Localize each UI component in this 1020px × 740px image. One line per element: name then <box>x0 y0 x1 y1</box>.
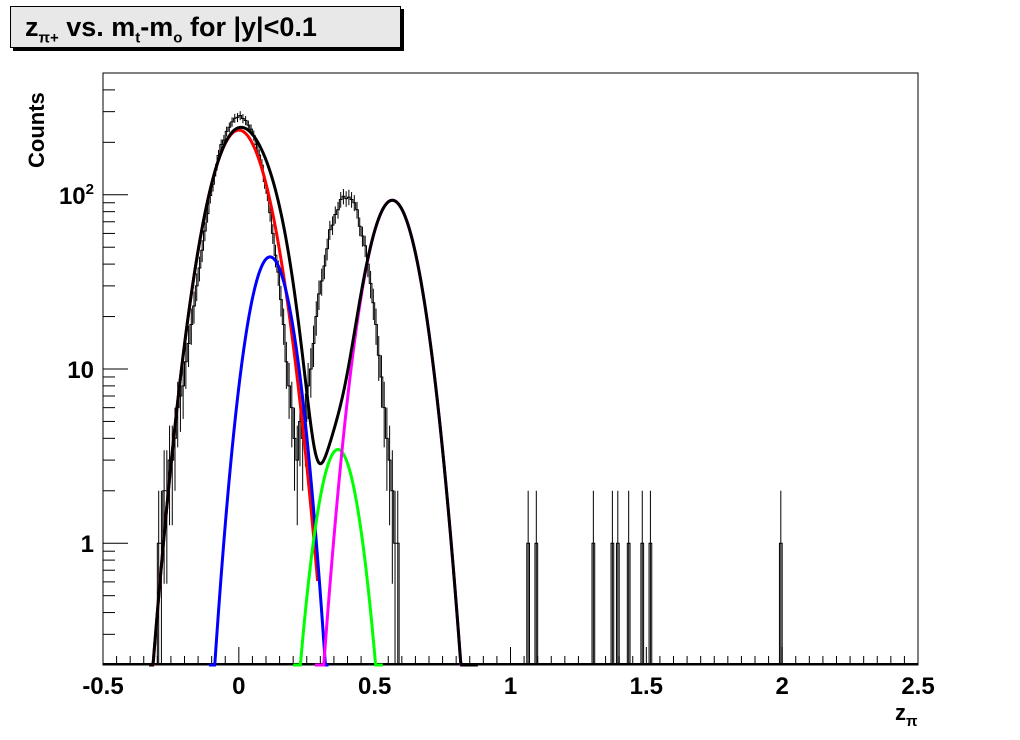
title-z-subscript: π+ <box>38 29 59 47</box>
x-tick-label: 2 <box>775 673 788 700</box>
tick-labels: -0.5 0 0.5 1 1.5 2 2.5 1 10 102 <box>59 181 935 700</box>
y-tick-label: 10 <box>67 357 94 384</box>
histogram-outline <box>156 115 400 665</box>
x-axis-title: zπ <box>895 700 918 730</box>
title-box: zπ+ vs. mt-mo for |y|<0.1 <box>10 6 401 48</box>
fit-component-curve <box>208 255 329 667</box>
fit-component-curve <box>293 448 383 667</box>
title-mt-subscript: t <box>135 29 141 47</box>
plot-frame <box>102 72 919 666</box>
x-axis-ticks <box>102 647 919 665</box>
x-tick-label: -0.5 <box>82 673 123 700</box>
x-tick-label: 0 <box>232 673 245 700</box>
fit-component-curve <box>149 128 320 667</box>
y-tick-label: 102 <box>59 181 94 210</box>
y-axis-title: Counts <box>24 92 49 168</box>
x-tick-label: 1.5 <box>630 673 663 700</box>
y-tick-label: 1 <box>81 531 94 558</box>
title-z: z <box>25 12 39 42</box>
chart-title: zπ+ vs. mt-mo for |y|<0.1 <box>25 11 317 47</box>
x-tick-label: 1 <box>504 673 517 700</box>
x-tick-label: 0.5 <box>358 673 391 700</box>
fit-total-curve <box>149 125 478 667</box>
y-axis-ticks <box>103 72 128 666</box>
title-mid: vs. m <box>58 12 136 42</box>
title-tail: for |y|<0.1 <box>182 12 317 42</box>
x-tick-label: 2.5 <box>901 673 934 700</box>
fit-curves <box>149 125 478 667</box>
histogram <box>103 111 918 665</box>
title-dash: -m <box>140 12 174 42</box>
title-mo-subscript: o <box>173 29 183 47</box>
